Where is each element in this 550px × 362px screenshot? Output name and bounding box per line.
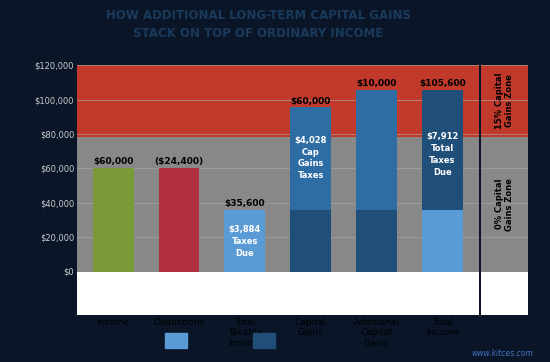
Bar [481,137,528,272]
Text: $3,884
Taxes
Due: $3,884 Taxes Due [229,225,261,258]
Text: $7,912
Total
Taxes
Due: $7,912 Total Taxes Due [426,132,459,177]
Text: STACK ON TOP OF ORDINARY INCOME: STACK ON TOP OF ORDINARY INCOME [133,27,384,40]
Bar [356,210,397,272]
Bar [422,210,463,272]
Bar [422,90,463,210]
Text: $60,000: $60,000 [93,157,134,166]
Bar [224,210,265,272]
Text: 0% Capital
Gains Zone: 0% Capital Gains Zone [495,178,514,231]
Text: 15% Capital
Gains Zone: 15% Capital Gains Zone [495,73,514,129]
Text: HOW ADDITIONAL LONG-TERM CAPITAL GAINS: HOW ADDITIONAL LONG-TERM CAPITAL GAINS [106,9,411,22]
Bar [356,90,397,210]
Bar [77,65,478,137]
Text: www.kitces.com: www.kitces.com [472,349,534,358]
Text: ($24,400): ($24,400) [155,157,204,166]
Bar [93,168,134,272]
Text: $10,000: $10,000 [356,79,397,88]
Text: $4,028
Cap
Gains
Taxes: $4,028 Cap Gains Taxes [294,136,327,180]
Text: $35,600: $35,600 [224,199,265,208]
Text: $105,600: $105,600 [419,79,466,88]
Bar [481,65,528,137]
Bar [158,168,200,272]
Bar [290,210,331,272]
Bar [290,107,331,210]
Text: $60,000: $60,000 [290,97,331,106]
